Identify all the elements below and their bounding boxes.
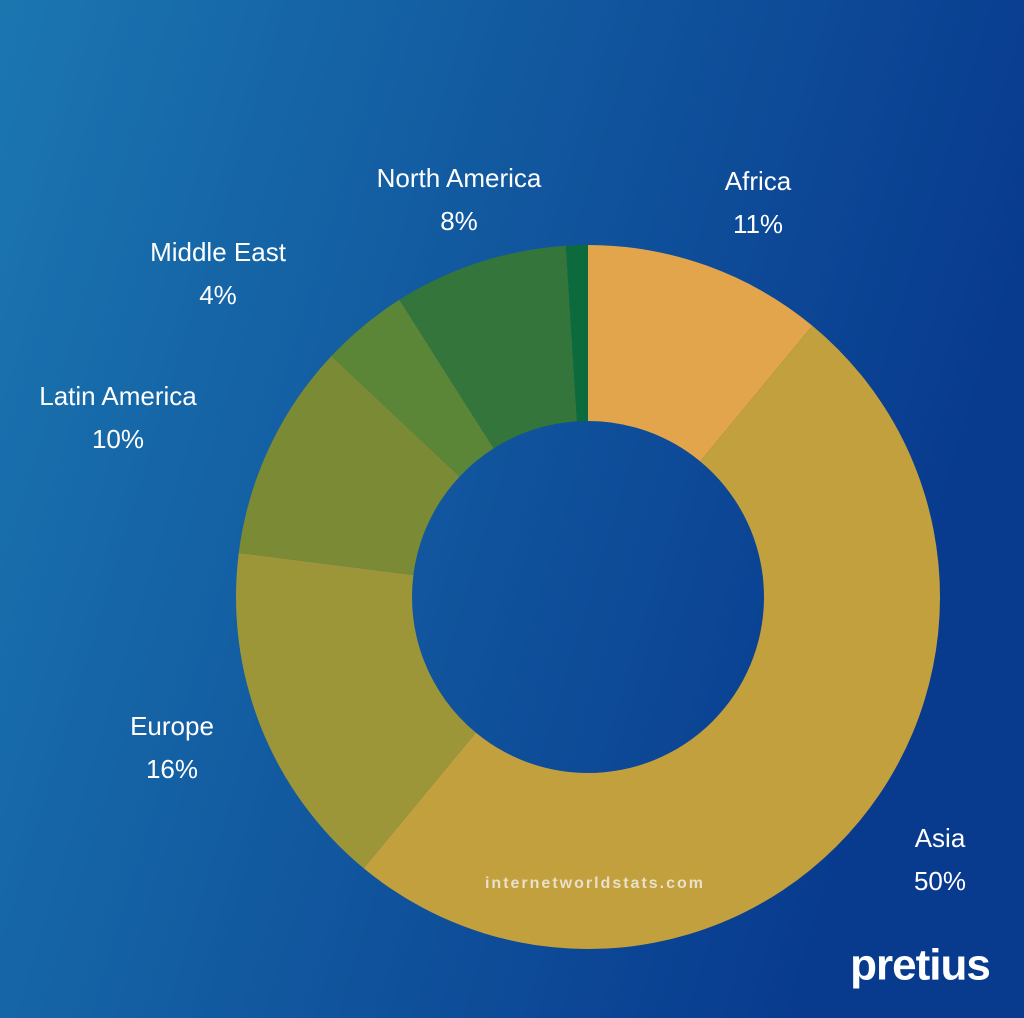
category-label: Africa [725, 166, 792, 196]
donut [236, 245, 940, 950]
value-label: 11% [733, 209, 783, 239]
donut-segment [238, 356, 460, 575]
category-label: Asia [915, 823, 966, 853]
logo: pretius [850, 941, 990, 990]
value-label: 4% [199, 280, 237, 310]
source-text: internetworldstats.com [485, 875, 705, 892]
value-label: 50% [914, 866, 966, 896]
donut-segment [236, 552, 476, 869]
value-label: 16% [146, 754, 198, 784]
donut-segment [588, 245, 813, 462]
donut-segment [331, 299, 494, 477]
category-label: Middle East [150, 237, 287, 267]
donut-segment [399, 245, 577, 449]
value-label: 8% [440, 206, 478, 236]
category-label: Latin America [39, 381, 197, 411]
category-label: North America [377, 163, 542, 193]
donut-segment [363, 325, 940, 950]
donut-segment [565, 245, 588, 422]
category-label: Europe [130, 711, 214, 741]
value-label: 10% [92, 424, 144, 454]
